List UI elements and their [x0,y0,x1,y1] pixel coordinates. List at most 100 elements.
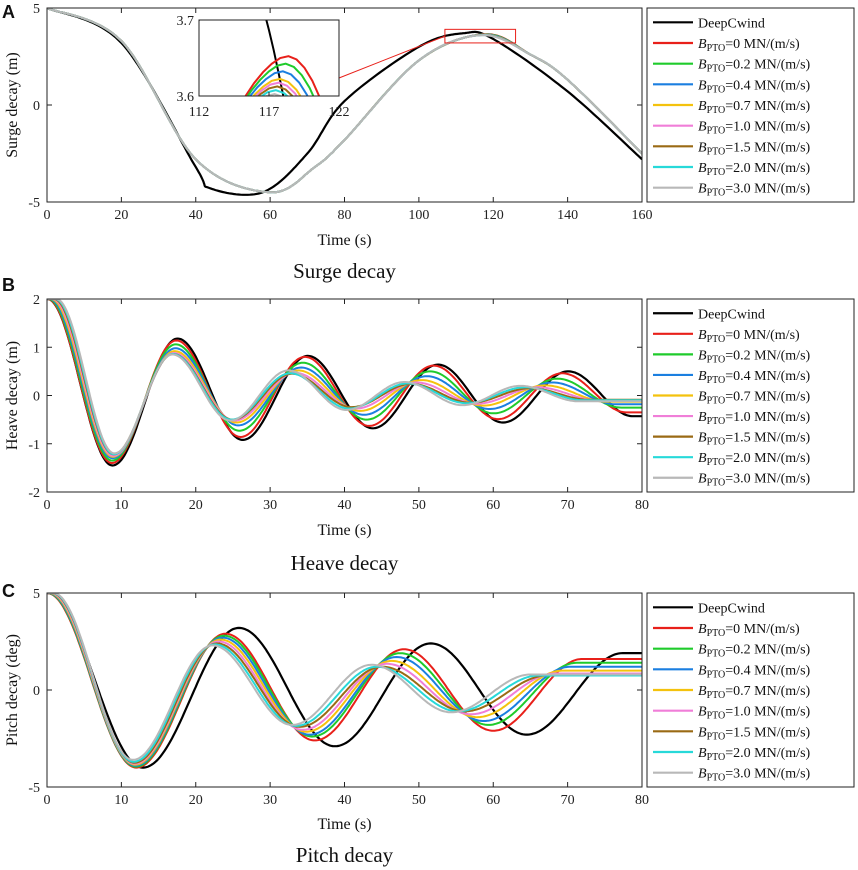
series-line-8 [47,8,642,194]
axes-box [46,592,643,788]
legend-label-main: B [698,451,707,466]
legend-label-4: BPTO=0.7 MN/(m/s) [698,684,811,701]
x-tick-label: 20 [114,208,128,223]
inset-series-line-6 [257,85,294,96]
panel-B: B 0 10 20 30 40 50 60 70 80 -2 -1 0 1 2 Time (s) Heave d… [2,275,855,575]
y-tick-label: -5 [28,196,40,211]
inset-series-line-4 [252,77,302,96]
legend-label-4: BPTO=0.7 MN/(m/s) [698,390,811,407]
inset-y-tick-label: 3.7 [177,14,195,29]
y-tick-label: 2 [33,293,40,308]
legend-label-sub: PTO [707,416,726,427]
legend-label-sub: PTO [707,457,726,468]
x-axis-label: Time (s) [317,816,371,833]
panel-caption: Heave decay [291,551,399,575]
x-tick-label: 10 [114,498,128,513]
legend-label-main: B [698,37,707,52]
inset-x-tick-label: 117 [259,105,279,120]
series-group [47,299,642,467]
inset-series-line-5 [254,81,298,96]
x-tick-label: 140 [557,208,578,223]
legend-label-main: B [698,705,707,720]
series-line-8 [47,299,642,455]
x-tick-label: 60 [263,208,277,223]
legend-label-sub: PTO [707,437,726,448]
legend-label-7: BPTO=2.0 MN/(m/s) [698,161,811,178]
series-line-4 [47,593,642,766]
panel-caption: Surge decay [293,259,396,283]
legend-label-3: BPTO=0.4 MN/(m/s) [698,663,811,680]
legend-label-3: BPTO=0.4 MN/(m/s) [698,369,811,386]
series-line-1 [47,299,642,464]
y-tick-label: 5 [33,587,40,602]
x-tick-label: 80 [635,793,649,808]
inset-y-tick-label: 3.6 [177,90,195,105]
legend-label-rest: =2.0 MN/(m/s) [725,161,810,176]
legend-label-main: B [698,99,707,114]
legend-label-8: BPTO=3.0 MN/(m/s) [698,767,811,784]
legend-label-6: BPTO=1.5 MN/(m/s) [698,431,811,448]
x-tick-label: 0 [44,208,51,223]
x-tick-label: 60 [486,498,500,513]
legend-label-sub: PTO [707,711,726,722]
legend-label-rest: =0 MN/(m/s) [725,37,800,52]
legend-label-rest: =0.7 MN/(m/s) [725,684,810,699]
legend-label-rest: =1.0 MN/(m/s) [725,410,810,425]
x-tick-label: 50 [412,793,426,808]
legend-label-main: B [698,746,707,761]
legend-label-main: B [698,348,707,363]
legend-label-5: BPTO=1.0 MN/(m/s) [698,410,811,427]
x-tick-label: 20 [189,793,203,808]
legend-label-main: B [698,767,707,782]
legend-label-rest: =0.2 MN/(m/s) [725,348,810,363]
legend-label-sub: PTO [707,188,726,199]
legend-label-sub: PTO [707,690,726,701]
x-tick-label: 0 [44,498,51,513]
legend-label-rest: =3.0 MN/(m/s) [725,182,810,197]
legend-label-rest: =0.7 MN/(m/s) [725,390,810,405]
legend-label-main: B [698,120,707,135]
legend-label-main: B [698,78,707,93]
x-tick-label: 70 [561,793,575,808]
panel-letter-A: A [2,2,15,22]
y-axis-label: Pitch decay (deg) [4,634,21,746]
legend-label-sub: PTO [707,669,726,680]
inset-series-line-7 [260,89,289,96]
inset-lines [199,20,321,96]
panel-C: C 0 10 20 30 40 50 60 70 80 -5 0 5 Time (s) Pitch deca… [2,581,855,867]
legend-label-main: B [698,369,707,384]
legend-label-0: DeepCwind [698,601,765,616]
legend-label-8: BPTO=3.0 MN/(m/s) [698,472,811,489]
inset: 112 117 122 3.6 3.7 [177,14,517,120]
legend-label-main: B [698,684,707,699]
legend-label-main: B [698,140,707,155]
series-group [47,593,642,769]
panel-letter-B: B [2,275,15,295]
legend-label-sub: PTO [707,43,726,54]
inset-series-line-2 [246,62,315,96]
series-line-8 [47,593,642,761]
y-tick-label: 0 [33,684,40,699]
legend-label-sub: PTO [707,375,726,386]
series-line-0 [47,593,642,769]
y-tick-label: 0 [33,99,40,114]
legend-label-sub: PTO [707,126,726,137]
legend-label-rest: =1.0 MN/(m/s) [725,705,810,720]
legend-label-5: BPTO=1.0 MN/(m/s) [698,705,811,722]
legend-label-main: B [698,182,707,197]
legend-label-rest: =0.4 MN/(m/s) [725,78,810,93]
legend-label-6: BPTO=1.5 MN/(m/s) [698,140,811,157]
legend-label-rest: =0.2 MN/(m/s) [725,58,810,73]
legend-label-main: B [698,390,707,405]
legend-label-rest: =0.4 MN/(m/s) [725,663,810,678]
legend-label-sub: PTO [707,731,726,742]
legend-label-1: BPTO=0 MN/(m/s) [698,622,800,639]
x-tick-label: 70 [561,498,575,513]
legend-label-2: BPTO=0.2 MN/(m/s) [698,58,811,75]
inset-series-line-1 [244,55,321,96]
x-tick-label: 40 [338,498,352,513]
y-tick-label: -5 [28,781,40,796]
legend-label-main: B [698,410,707,425]
x-tick-label: 120 [483,208,504,223]
